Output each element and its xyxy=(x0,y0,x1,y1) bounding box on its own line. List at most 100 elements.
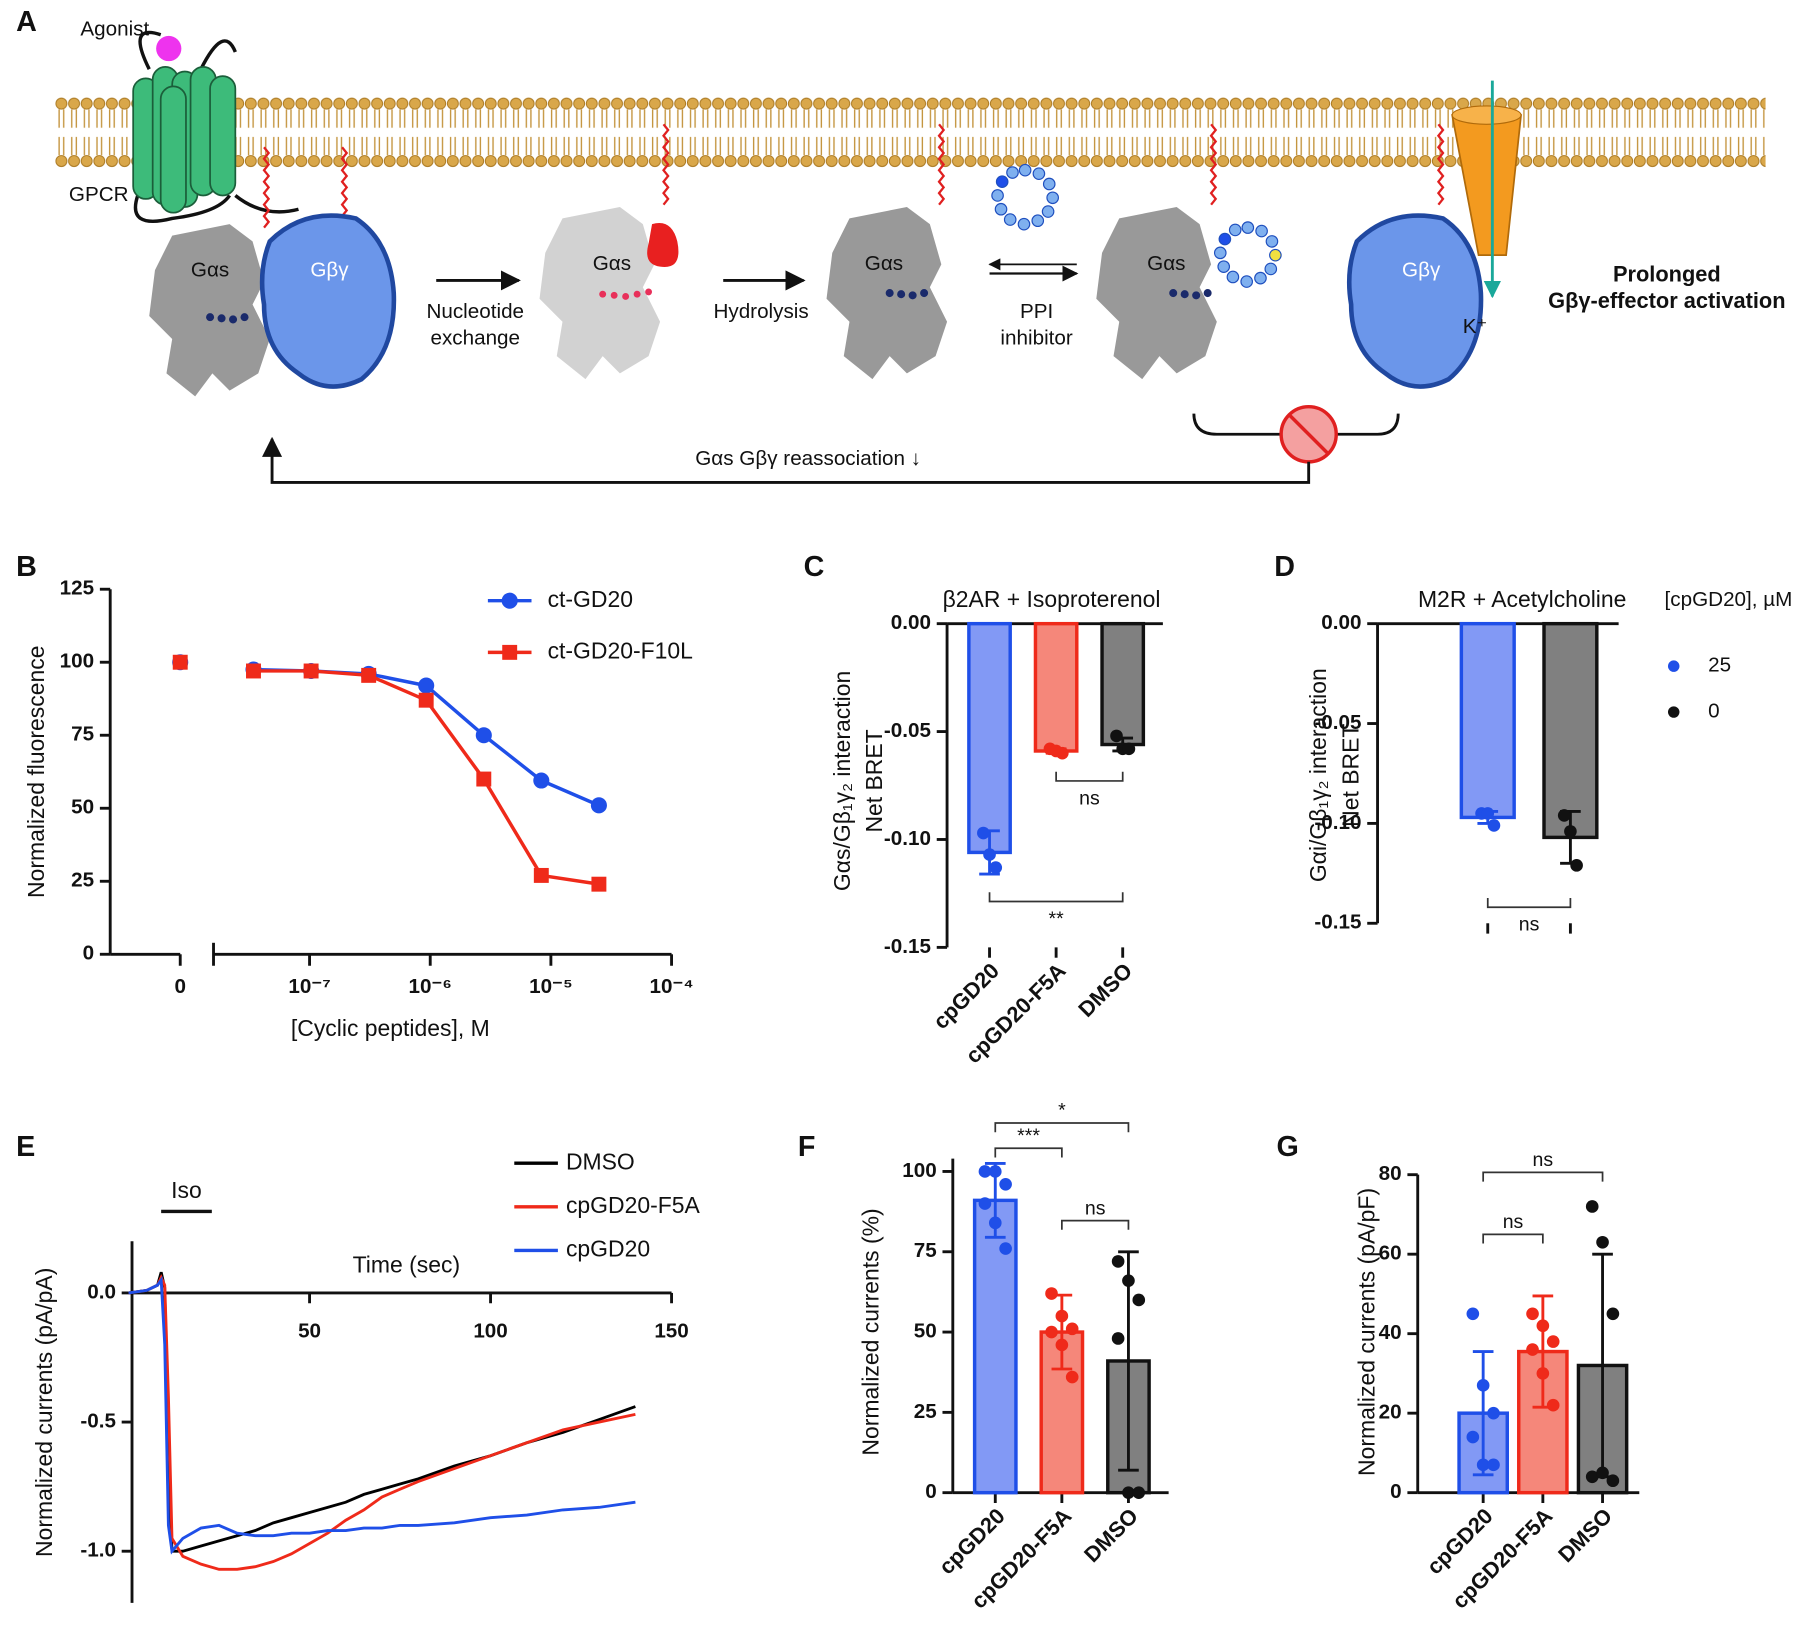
marker xyxy=(590,797,607,814)
panel-label: B xyxy=(16,551,37,583)
label: Gαs xyxy=(1147,252,1185,275)
label: inhibitor xyxy=(1000,326,1072,349)
data-point xyxy=(1585,1200,1599,1213)
nucleotide xyxy=(206,289,1212,324)
y-tick-label: 25 xyxy=(914,1400,937,1423)
data-point xyxy=(977,826,990,840)
marker xyxy=(475,727,492,744)
y-tick-label: 75 xyxy=(914,1239,937,1262)
y-tick-label: 100 xyxy=(902,1159,936,1182)
y-axis-label: Gαs/Gβ₁γ₂ interaction xyxy=(829,671,855,891)
data-point xyxy=(1122,1486,1135,1499)
label: GPCR xyxy=(69,183,129,206)
data-point xyxy=(1122,1274,1135,1287)
agonist xyxy=(156,35,182,62)
series-line xyxy=(128,1274,636,1571)
label: Nucleotide xyxy=(426,300,524,323)
label: Gαs xyxy=(865,252,903,275)
marker xyxy=(418,692,434,708)
gtp-pocket xyxy=(647,223,679,268)
y-tick-label: 0.00 xyxy=(1321,611,1361,634)
bar xyxy=(967,621,1012,855)
data-point xyxy=(1487,1406,1500,1420)
significance-label: ns xyxy=(1079,787,1100,809)
label: Gαs xyxy=(191,259,229,282)
data-point xyxy=(1111,1332,1125,1345)
panel-label: F xyxy=(798,1131,816,1163)
label: PPI xyxy=(1020,300,1053,323)
data-point xyxy=(1557,809,1571,822)
y-tick-label: 0 xyxy=(1390,1480,1402,1503)
data-point xyxy=(1476,1379,1490,1392)
y-tick-label: 100 xyxy=(60,650,94,673)
significance-label: ns xyxy=(1503,1211,1524,1233)
panel-label: G xyxy=(1277,1131,1299,1163)
y-axis-label: Normalized currents (pA/pF) xyxy=(1353,1188,1379,1476)
diagram: Agonist GPCR Gαs Gβγ Nucleotide exchange… xyxy=(55,18,1786,484)
data-point xyxy=(1466,1430,1480,1444)
significance-label: ** xyxy=(1049,908,1065,930)
significance-bracket xyxy=(1482,1233,1544,1244)
data-point xyxy=(1055,1309,1069,1323)
significance-label: ns xyxy=(1085,1197,1106,1219)
label: Gβγ xyxy=(1402,259,1441,282)
data-point xyxy=(1564,825,1577,838)
data-point xyxy=(1111,1255,1125,1268)
data-point xyxy=(1487,819,1501,832)
y-tick-label: 80 xyxy=(1379,1162,1402,1185)
data-point xyxy=(1056,746,1069,760)
significance-bracket xyxy=(1055,771,1124,782)
marker xyxy=(172,654,188,670)
inhibit-sign xyxy=(1287,413,1330,455)
annotation: Iso xyxy=(171,1177,202,1203)
x-tick-label: DMSO xyxy=(1079,1503,1143,1567)
g-beta-gamma xyxy=(262,216,394,387)
legend-label: cpGD20-F5A xyxy=(566,1192,701,1218)
y-tick-label: -0.5 xyxy=(80,1410,116,1433)
legend-label: DMSO xyxy=(566,1148,635,1174)
reassociation-arrow xyxy=(262,436,1311,484)
data-point xyxy=(1110,729,1123,743)
data-point xyxy=(1476,1458,1490,1472)
significance-label: * xyxy=(1058,1100,1066,1122)
y-axis-label: Normalized currents (%) xyxy=(858,1208,884,1455)
ion-channel xyxy=(1451,105,1522,125)
y-tick-label: 0 xyxy=(83,942,95,965)
significance-label: ns xyxy=(1533,1149,1554,1171)
data-point xyxy=(1585,1470,1599,1484)
x-axis-label: Time (sec) xyxy=(353,1252,460,1278)
x-tick-label: 10⁻⁵ xyxy=(529,975,573,998)
marker xyxy=(591,876,607,892)
data-point xyxy=(1065,1322,1079,1336)
x-tick-label: 10⁻⁴ xyxy=(650,975,694,998)
y-axis-label: Net BRET xyxy=(1337,724,1363,827)
significance-bracket xyxy=(1486,898,1572,909)
y-tick-label: -0.10 xyxy=(1314,811,1361,834)
data-point xyxy=(1606,1307,1620,1321)
data-point xyxy=(1132,1486,1146,1499)
panel-label: D xyxy=(1274,551,1295,583)
y-tick-label: 50 xyxy=(914,1320,937,1343)
legend-marker xyxy=(1667,660,1680,672)
label: Prolonged xyxy=(1613,262,1721,287)
x-tick-label: 10⁻⁶ xyxy=(409,975,452,998)
y-tick-label: 60 xyxy=(1379,1242,1402,1265)
panel-label: E xyxy=(16,1131,35,1163)
bar xyxy=(1039,1330,1085,1495)
data-point xyxy=(1065,1370,1079,1384)
marker xyxy=(361,667,377,683)
y-axis-label: Gαi/Gβ₁γ₂ interaction xyxy=(1305,668,1331,882)
data-point xyxy=(1055,1338,1069,1352)
marker xyxy=(476,771,492,787)
significance-bracket xyxy=(1061,1219,1130,1230)
data-point xyxy=(999,1177,1012,1191)
gpcr xyxy=(132,66,237,214)
legend-label: cpGD20 xyxy=(566,1236,650,1262)
data-point xyxy=(999,1242,1012,1255)
marker xyxy=(246,663,261,679)
label: Gβγ xyxy=(310,259,349,282)
significance-bracket xyxy=(1482,1171,1604,1182)
y-tick-label: 25 xyxy=(71,869,94,892)
legend-marker xyxy=(501,592,518,609)
data-point xyxy=(1526,1343,1539,1356)
